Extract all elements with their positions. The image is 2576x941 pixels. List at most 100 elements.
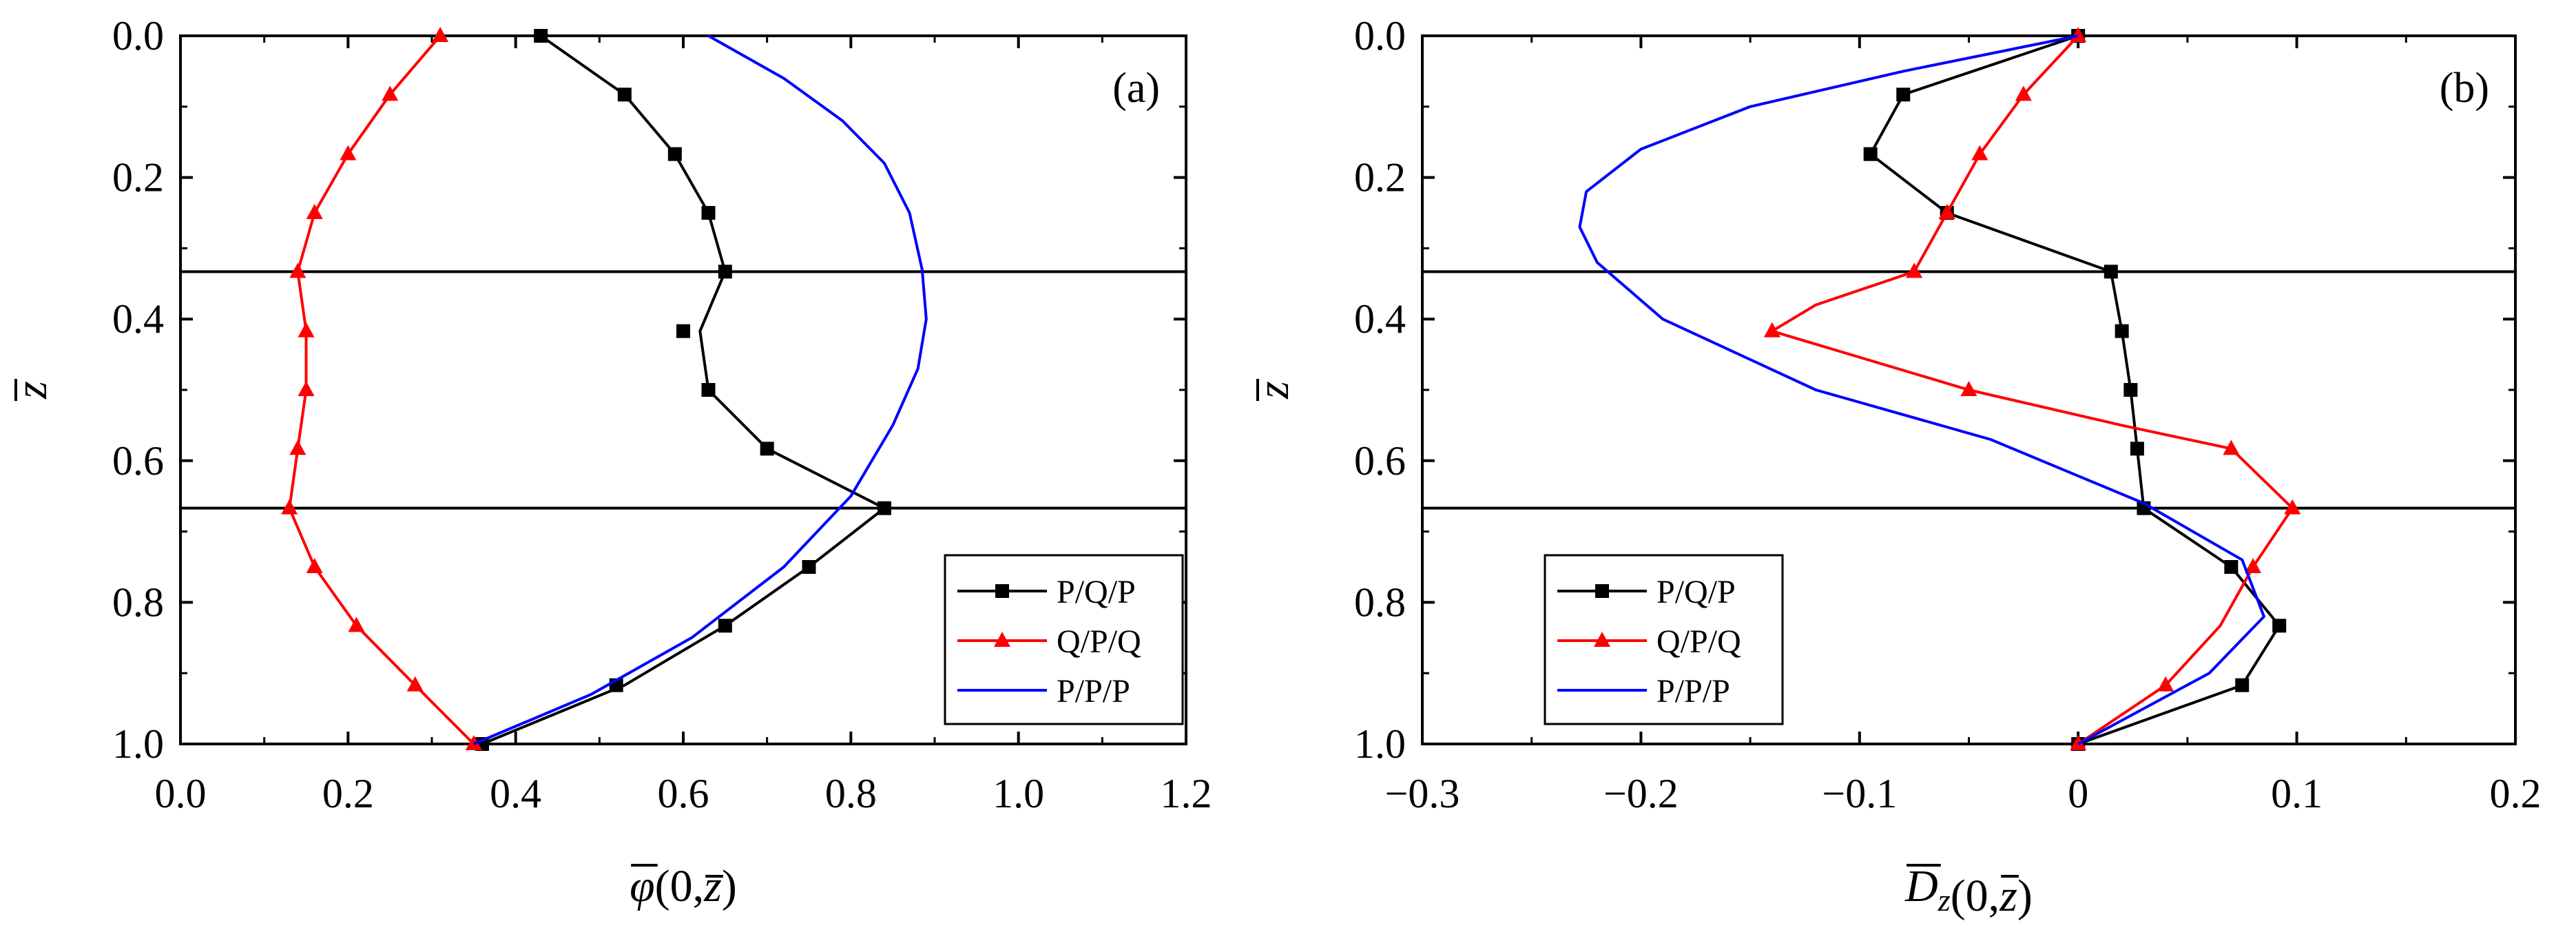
- data-point: [1960, 381, 1977, 396]
- legend: P/Q/P Q/P/Q P/P/P: [944, 554, 1184, 725]
- legend-label: Q/P/Q: [1057, 623, 1141, 660]
- x-tick-label: 0.6: [658, 771, 709, 816]
- x-tick-label: 0.4: [490, 771, 541, 816]
- x-axis-title-subscript: z: [1938, 882, 1951, 918]
- data-point: [382, 85, 399, 101]
- x-tick-label: 0.8: [825, 771, 877, 816]
- x-tick-label: 0: [2068, 771, 2088, 816]
- data-point: [2245, 558, 2262, 573]
- x-tick-label: −0.3: [1385, 771, 1460, 816]
- legend-swatch-marker: [994, 632, 1010, 647]
- series-q-p-q: [281, 27, 482, 750]
- x-axis-title-symbol: φ: [630, 861, 655, 911]
- y-axis-title: z: [6, 381, 56, 400]
- series-p-q-p: [475, 29, 891, 751]
- x-tick-label: 1.2: [1161, 771, 1212, 816]
- y-tick-label: 0.4: [1354, 296, 1406, 342]
- data-point: [701, 383, 716, 397]
- legend-swatch-marker: [1594, 632, 1610, 647]
- x-axis-title: Dz(0,z): [1904, 861, 2033, 921]
- series-q-p-q: [1763, 27, 2301, 750]
- data-point: [701, 206, 716, 220]
- data-point: [1971, 145, 1988, 161]
- y-tick-label: 0.8: [1354, 579, 1406, 625]
- data-point: [406, 676, 424, 692]
- data-point: [298, 322, 315, 338]
- y-tick-label: 0.2: [112, 155, 164, 200]
- data-point: [802, 560, 816, 574]
- legend-label: P/Q/P: [1057, 574, 1136, 610]
- series-line: [1869, 34, 2281, 745]
- data-point: [2115, 324, 2129, 338]
- series-line: [1578, 34, 2265, 745]
- data-point: [432, 27, 449, 42]
- data-point: [2223, 440, 2240, 455]
- data-point: [298, 381, 315, 396]
- data-point: [877, 501, 891, 515]
- data-point: [2070, 27, 2087, 42]
- data-point: [306, 204, 323, 219]
- x-axis-title: φ(0,z): [630, 861, 737, 911]
- y-axis-title: z: [1248, 381, 1298, 400]
- legend: P/Q/P Q/P/Q P/P/P: [1544, 554, 1784, 725]
- data-point: [2235, 678, 2250, 692]
- legend-swatch-marker: [995, 584, 1009, 598]
- x-tick-label: 0.2: [322, 771, 374, 816]
- y-tick-label: 0.0: [1354, 13, 1406, 59]
- x-axis-title-close: ): [722, 861, 737, 911]
- x-axis-title-args: (0,: [1951, 871, 1999, 921]
- data-point: [676, 324, 690, 338]
- series-p-p-p: [1578, 34, 2265, 745]
- data-point: [306, 558, 323, 573]
- data-point: [1896, 87, 1911, 102]
- data-point: [718, 619, 732, 633]
- x-tick-label: −0.1: [1822, 771, 1897, 816]
- x-axis-title-args: (0,: [655, 861, 704, 911]
- data-point: [289, 440, 307, 455]
- data-point: [718, 265, 732, 279]
- y-tick-label: 0.2: [1354, 155, 1406, 200]
- data-point: [1938, 204, 1955, 219]
- data-point: [2123, 383, 2138, 397]
- data-point: [667, 147, 682, 161]
- series-line: [481, 34, 886, 745]
- data-point: [348, 617, 365, 632]
- x-axis-title-symbol: D: [1904, 861, 1938, 911]
- y-tick-label: 1.0: [1354, 721, 1406, 767]
- data-point: [1863, 147, 1878, 161]
- data-point: [760, 442, 774, 456]
- data-point: [617, 87, 632, 102]
- data-point: [2015, 85, 2032, 101]
- data-point: [1906, 262, 1923, 278]
- legend-label: P/P/P: [1656, 673, 1730, 710]
- legend-swatch-marker: [1595, 584, 1609, 598]
- panel-label: (a): [1112, 65, 1160, 112]
- data-point: [340, 145, 357, 161]
- legend-label: P/P/P: [1057, 673, 1130, 710]
- data-point: [2284, 499, 2301, 515]
- y-tick-label: 0.0: [112, 13, 164, 59]
- series-line: [1770, 34, 2294, 745]
- data-point: [2157, 676, 2174, 692]
- data-point: [2272, 619, 2287, 633]
- x-tick-label: 0.2: [2490, 771, 2542, 816]
- data-point: [281, 499, 298, 515]
- x-axis-title-z: z: [703, 861, 722, 911]
- data-point: [1763, 322, 1780, 338]
- series-line: [473, 34, 928, 745]
- data-point: [2104, 265, 2118, 279]
- data-point: [2130, 442, 2144, 456]
- y-tick-label: 0.4: [112, 296, 164, 342]
- panel-label: (b): [2440, 65, 2489, 112]
- y-tick-label: 0.6: [1354, 438, 1406, 484]
- data-point: [2224, 560, 2239, 574]
- data-point: [289, 262, 307, 278]
- x-tick-label: −0.2: [1603, 771, 1679, 816]
- x-tick-label: 0.1: [2271, 771, 2323, 816]
- y-tick-label: 1.0: [112, 721, 164, 767]
- panel-a: 0.0 0.2 0.4 0.6 0.8 1.0 1.2 0.0 0.2 0.4 0.6 0.8 1.0 z…: [6, 13, 1212, 911]
- x-axis-title-z: z: [1999, 871, 2017, 921]
- series-p-q-p: [1863, 29, 2287, 751]
- legend-label: Q/P/Q: [1656, 623, 1741, 660]
